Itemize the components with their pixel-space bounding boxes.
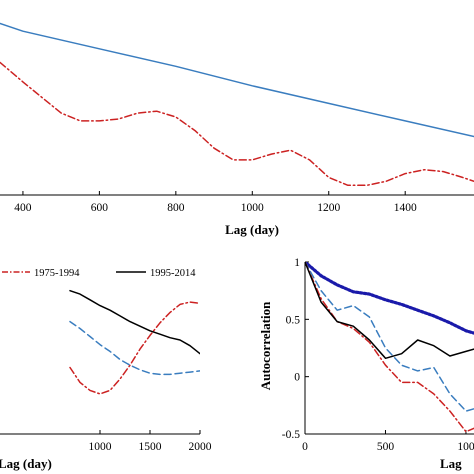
panel-bottom-right-y-tick-label: 0.5 bbox=[286, 314, 301, 326]
panel-bottom-right-y-axis-title: Autocorrelation bbox=[258, 301, 273, 390]
panel-top-series-line-1 bbox=[0, 61, 474, 187]
panel-bottom-right-series-line-0 bbox=[305, 262, 474, 335]
panel-bottom-left-lag: 1975-1994 1995-2014 Lag (day) 1000 1500 20… bbox=[0, 268, 212, 471]
panel-top-x-axis-title: Lag (day) bbox=[225, 222, 279, 237]
panel-bottom-left-series-line-1995-2014 bbox=[69, 289, 200, 355]
panel-top-lag: Lag (day) 400 600 800 1000 1200 1400 bbox=[0, 22, 474, 237]
panel-bottom-right-series-line-2 bbox=[305, 262, 474, 433]
panel-bottom-left-x-tick-label: 1500 bbox=[139, 441, 162, 453]
panel-bottom-right-series-line-3 bbox=[305, 262, 474, 360]
panel-top-x-tick-label: 1000 bbox=[241, 202, 264, 214]
legend: 1975-1994 1995-2014 bbox=[2, 268, 196, 279]
panel-bottom-left-x-tick-label: 2000 bbox=[189, 441, 212, 453]
panel-bottom-right-lag: Autocorrelation Lag 0 500 100-0.500.51 bbox=[258, 257, 474, 471]
panel-top-x-tick-label: 800 bbox=[167, 202, 185, 214]
panel-bottom-right-y-tick-label: 1 bbox=[294, 257, 300, 269]
legend-label-1995-2014: 1995-2014 bbox=[150, 268, 196, 279]
panel-bottom-right-x-axis-title: Lag bbox=[440, 456, 462, 471]
panel-bottom-left-x-axis-title: Lag (day) bbox=[0, 456, 52, 471]
panel-bottom-right-y-tick-label: -0.5 bbox=[282, 429, 300, 441]
panel-bottom-right-x-tick-label: 0 bbox=[302, 441, 308, 453]
legend-label-1975-1994: 1975-1994 bbox=[34, 268, 80, 279]
panel-bottom-right-x-tick-label: 500 bbox=[377, 441, 395, 453]
panel-top-x-tick-label: 600 bbox=[91, 202, 109, 214]
panel-bottom-right-x-tick-label: 100 bbox=[457, 441, 474, 453]
panel-bottom-left-series-line-1975-1994 bbox=[69, 301, 200, 395]
panel-top-x-tick-label: 400 bbox=[14, 202, 32, 214]
panel-bottom-right-series-line-1 bbox=[305, 262, 474, 412]
panel-bottom-left-x-tick-label: 1000 bbox=[89, 441, 112, 453]
panel-bottom-left-series-line-1 bbox=[69, 320, 200, 376]
panel-top-series-line-0 bbox=[0, 22, 474, 138]
panel-top-x-tick-label: 1200 bbox=[317, 202, 340, 214]
panel-top-x-tick-label: 1400 bbox=[394, 202, 417, 214]
panel-bottom-right-y-tick-label: 0 bbox=[294, 372, 300, 384]
